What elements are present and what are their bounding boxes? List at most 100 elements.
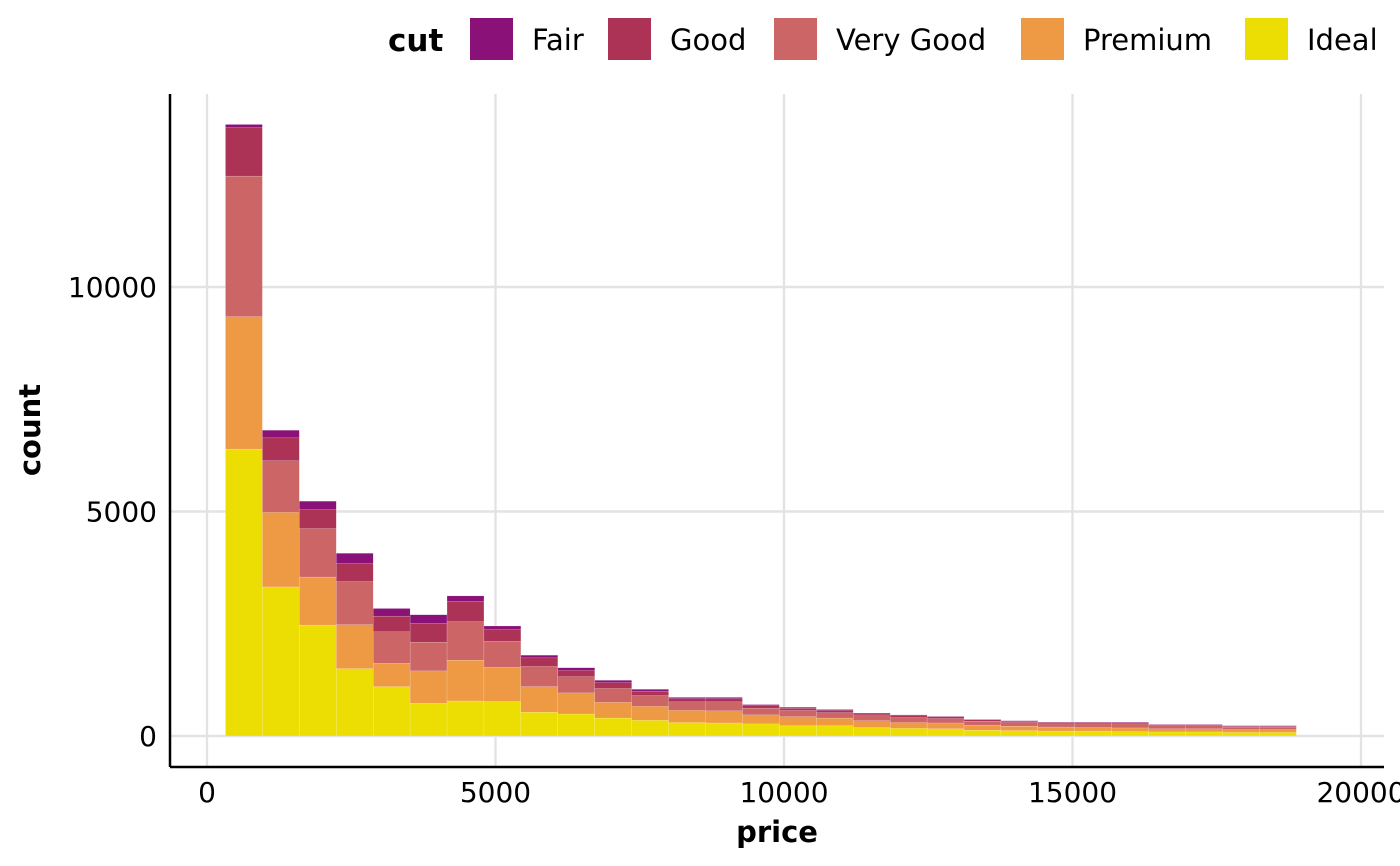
bar-fair-10 [594,680,632,683]
bar-ideal-6 [446,700,485,737]
bar-premium-28 [1259,729,1297,733]
bar-premium-23 [1074,727,1112,732]
legend-key-fair [470,18,513,60]
bar-premium-7 [483,667,522,702]
bar-very-good-25 [1148,725,1186,729]
bar-very-good-23 [1074,723,1112,728]
bar-very-good-26 [1185,725,1223,729]
bar-fair-2 [299,501,337,510]
bar-fair-8 [520,655,558,659]
bar-fair-6 [446,595,485,602]
bar-premium-5 [409,670,448,704]
bar-premium-0 [225,316,263,450]
bar-good-3 [336,563,374,582]
bar-fair-3 [336,553,374,564]
tick-labels: 0 5000 10000 15000 20000 0 5000 10000 [68,271,1400,809]
legend-label-premium: Premium [1083,23,1212,57]
bar-good-8 [520,657,558,667]
x-tick-label-1: 5000 [460,776,531,809]
bar-ideal-18 [890,728,928,737]
x-tick-label-0: 0 [198,776,216,809]
legend-label-fair: Fair [532,23,584,57]
x-tick-label-2: 10000 [739,776,828,809]
bar-premium-22 [1037,726,1075,732]
bar-very-good-27 [1222,726,1260,730]
bar-good-23 [1074,722,1112,725]
axes [168,94,1384,769]
legend-key-good [608,18,651,60]
bar-ideal-3 [336,668,374,737]
bar-premium-27 [1222,729,1260,733]
bar-ideal-20 [963,730,1002,737]
bar-premium-15 [779,716,817,726]
bar-good-0 [225,127,263,177]
bar-very-good-12 [668,701,706,711]
bar-premium-4 [373,663,411,687]
bar-ideal-25 [1148,731,1186,737]
bar-very-good-13 [705,701,743,712]
x-tick-label-4: 20000 [1316,776,1400,809]
bar-premium-11 [631,706,669,721]
bar-premium-8 [520,686,558,713]
bar-good-7 [483,629,522,642]
bar-premium-16 [816,717,854,726]
bar-ideal-14 [742,723,780,737]
bar-good-10 [594,682,632,689]
bar-fair-0 [225,124,263,128]
legend-key-premium [1021,18,1064,60]
bar-premium-17 [853,720,891,728]
legend-label-very-good: Very Good [836,23,986,57]
bar-very-good-10 [594,688,632,703]
bar-very-good-18 [890,717,928,723]
bar-good-9 [557,670,595,677]
bar-fair-16 [816,709,854,711]
y-tick-label-2: 10000 [68,271,157,304]
bar-ideal-21 [1000,730,1039,737]
bar-ideal-8 [520,712,558,737]
bar-premium-1 [262,512,300,588]
bar-premium-3 [336,624,374,669]
bar-fair-17 [853,712,891,715]
bar-fair-9 [557,667,595,671]
bar-very-good-3 [336,581,374,625]
bar-good-12 [668,698,706,703]
legend-key-ideal [1245,18,1288,60]
bar-very-good-6 [446,621,485,661]
bar-ideal-22 [1037,730,1075,737]
bar-premium-18 [890,722,928,729]
bar-premium-21 [1000,725,1039,731]
y-axis-title: count [13,384,47,476]
bars [225,124,1297,737]
bar-good-14 [742,705,780,709]
bar-premium-24 [1111,727,1149,732]
bar-very-good-1 [262,460,300,513]
legend-label-good: Good [670,23,746,57]
bar-ideal-7 [483,701,522,737]
bar-fair-14 [742,704,780,706]
bar-ideal-28 [1259,732,1297,737]
y-tick-label-1: 5000 [86,496,157,529]
bar-very-good-0 [225,175,263,317]
bar-good-13 [705,698,743,703]
bar-very-good-7 [483,641,522,668]
bar-very-good-2 [299,528,337,578]
bar-very-good-20 [963,721,1002,726]
bar-premium-9 [557,692,595,715]
bar-very-good-5 [409,642,448,672]
x-tick-label-3: 15000 [1028,776,1117,809]
bar-good-11 [631,690,669,696]
bar-fair-1 [262,430,300,439]
bar-good-1 [262,437,300,461]
bar-very-good-4 [373,631,411,664]
bar-ideal-0 [225,448,263,737]
bar-ideal-23 [1074,730,1112,737]
bar-fair-18 [890,714,928,716]
bar-premium-2 [299,576,337,626]
bar-premium-26 [1185,728,1223,733]
bar-very-good-28 [1259,726,1297,730]
bar-very-good-19 [926,718,965,724]
bar-fair-11 [631,689,669,692]
legend-label-ideal: Ideal [1307,23,1378,57]
bar-premium-12 [668,710,706,723]
